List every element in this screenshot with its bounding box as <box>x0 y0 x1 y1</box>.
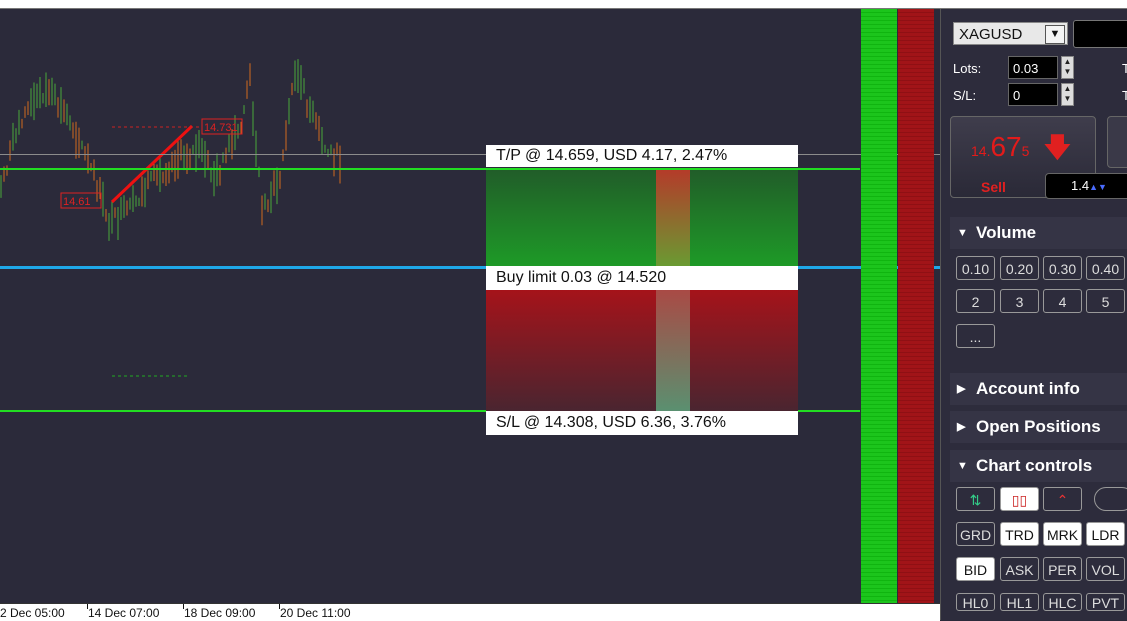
sell-price: 14.675 <box>971 131 1029 163</box>
time-tick <box>87 604 88 609</box>
time-label: 2 Dec 05:00 <box>0 606 65 620</box>
volume-button[interactable]: 2 <box>956 289 995 313</box>
spread-box[interactable]: 1.4▲▼ <box>1045 173 1127 199</box>
volume-button[interactable]: 5 <box>1086 289 1125 313</box>
candle-chart-icon[interactable]: ▯▯ <box>1000 487 1039 511</box>
control-button-ask[interactable]: ASK <box>1000 557 1039 581</box>
sell-price-frac: 5 <box>1021 143 1030 159</box>
top-toolbar <box>0 0 1127 9</box>
buy-limit-label[interactable]: Buy limit 0.03 @ 14.520 <box>486 266 798 290</box>
lots-stepper[interactable]: ▲ ▼ <box>1061 56 1074 79</box>
chevron-right-icon: ▶ <box>957 383 966 395</box>
account-section-header[interactable]: ▶ Account info <box>950 373 1127 405</box>
price-tag: 14.731 <box>201 118 243 135</box>
toggle-switch[interactable] <box>1094 487 1127 511</box>
positions-section-header[interactable]: ▶ Open Positions <box>950 411 1127 443</box>
control-button-ldr[interactable]: LDR <box>1086 522 1125 546</box>
control-button-per[interactable]: PER <box>1043 557 1082 581</box>
sl-stepper[interactable]: ▲ ▼ <box>1061 83 1074 106</box>
sell-volume-column <box>898 9 934 603</box>
control-button-vol[interactable]: VOL <box>1086 557 1125 581</box>
lots-input[interactable]: 0.03 <box>1008 56 1058 79</box>
sl-strip <box>656 290 690 411</box>
chart-controls-section-header[interactable]: ▼ Chart controls <box>950 450 1127 482</box>
control-button-pvt[interactable]: PVT <box>1086 593 1125 611</box>
control-button-hlc[interactable]: HLC <box>1043 593 1082 611</box>
spread-value: 1.4 <box>1071 178 1090 193</box>
stop-loss-zone <box>486 290 798 411</box>
volume-button[interactable]: 3 <box>1000 289 1039 313</box>
svg-text:14.731: 14.731 <box>204 122 238 134</box>
tp-strip <box>656 170 690 266</box>
control-button-trd[interactable]: TRD <box>1000 522 1039 546</box>
buy-volume-column <box>861 9 897 603</box>
price-tag: 14.61 <box>60 192 102 209</box>
chevron-down-icon[interactable]: ▼ <box>1045 25 1065 44</box>
time-tick <box>279 604 280 609</box>
sell-price-big: 67 <box>990 131 1022 162</box>
chevron-down-icon: ▼ <box>957 227 968 239</box>
time-label: 18 Dec 09:00 <box>184 606 256 620</box>
control-button-mrk[interactable]: MRK <box>1043 522 1082 546</box>
symbol-value: XAGUSD <box>959 26 1023 43</box>
volume-button[interactable]: 0.20 <box>1000 256 1039 280</box>
buy-price-box[interactable] <box>1073 20 1127 48</box>
sell-label: Sell <box>981 179 1006 195</box>
bar-chart-icon[interactable]: ⇅ <box>956 487 995 511</box>
volume-section-title: Volume <box>976 223 1037 242</box>
sl-input[interactable]: 0 <box>1008 83 1058 106</box>
price-bars: 14.731 14.61 <box>0 59 341 377</box>
volume-button[interactable]: 0.40 <box>1086 256 1125 280</box>
time-axis: 2 Dec 05:00 14 Dec 07:00 18 Dec 09:00 20… <box>0 603 940 621</box>
volume-more-button[interactable]: ... <box>956 324 995 348</box>
line-chart-icon[interactable]: ⌃ <box>1043 487 1082 511</box>
buy-limit-line[interactable] <box>0 266 940 269</box>
control-button-bid[interactable]: BID <box>956 557 995 581</box>
time-label: 14 Dec 07:00 <box>88 606 160 620</box>
volume-button[interactable]: 4 <box>1043 289 1082 313</box>
sell-price-small: 14. <box>971 143 991 159</box>
sl-line[interactable] <box>0 410 860 412</box>
volume-button[interactable]: 0.10 <box>956 256 995 280</box>
time-tick <box>183 604 184 609</box>
sl-label[interactable]: S/L @ 14.308, USD 6.36, 3.76% <box>486 411 798 435</box>
spinner-icon[interactable]: ▲▼ <box>1089 182 1107 192</box>
chevron-right-icon: ▶ <box>957 421 966 433</box>
volume-section-header[interactable]: ▼ Volume <box>950 217 1127 249</box>
symbol-select[interactable]: XAGUSD ▼ <box>953 22 1068 45</box>
tp-line[interactable] <box>0 168 860 170</box>
control-button-hl0[interactable]: HL0 <box>956 593 995 611</box>
take-profit-zone <box>486 170 798 266</box>
chart-controls-section-title: Chart controls <box>976 456 1093 475</box>
chevron-down-icon: ▼ <box>957 460 968 472</box>
sl-field-label: S/L: <box>953 88 977 103</box>
volume-button[interactable]: 0.30 <box>1043 256 1082 280</box>
t-label: T <box>1122 61 1127 76</box>
trend-line[interactable] <box>110 124 194 204</box>
current-price-line <box>0 154 940 155</box>
trade-panel: XAGUSD ▼ Lots: 0.03 ▲ ▼ T S/L: 0 ▲ ▼ T 14.… <box>940 9 1127 620</box>
control-button-grd[interactable]: GRD <box>956 522 995 546</box>
buy-button[interactable] <box>1107 116 1127 168</box>
positions-section-title: Open Positions <box>976 417 1101 436</box>
t-label: T <box>1122 88 1127 103</box>
control-button-hl1[interactable]: HL1 <box>1000 593 1039 611</box>
account-section-title: Account info <box>976 379 1080 398</box>
sell-button[interactable]: 14.675 🡇 Sell <box>950 116 1096 198</box>
tp-label[interactable]: T/P @ 14.659, USD 4.17, 2.47% <box>486 145 798 167</box>
lots-label: Lots: <box>953 61 982 76</box>
time-label: 20 Dec 11:00 <box>280 606 351 620</box>
arrow-down-icon: 🡇 <box>1043 132 1072 163</box>
svg-text:14.61: 14.61 <box>63 196 91 208</box>
